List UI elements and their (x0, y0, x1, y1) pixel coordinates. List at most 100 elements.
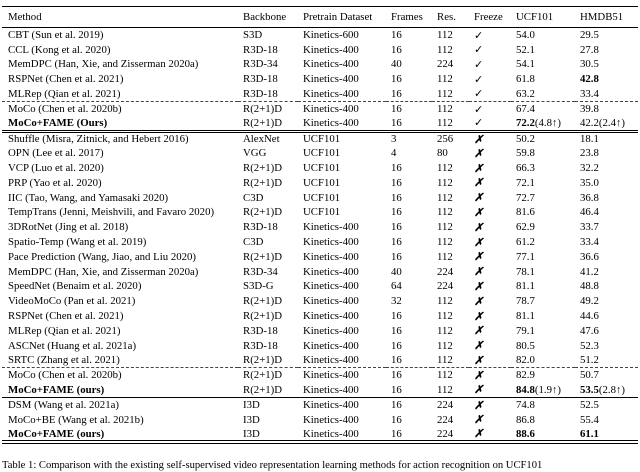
dataset-cell: Kinetics-400 (303, 236, 359, 249)
res-cell: 112 (437, 43, 453, 56)
ucf101-cell: 81.1 (511, 309, 575, 324)
freeze-cell: ✗ (469, 427, 511, 445)
table-row: ASCNet (Huang et al. 2021a) R3D-18 Kinetic… (2, 338, 638, 353)
ucf101-score: 79.1 (516, 324, 535, 337)
table-row: Shuffle (Misra, Zitnick, and Hebert 2016… (2, 131, 638, 146)
dataset-cell: Kinetics-400 (303, 250, 359, 263)
res-cell: 112 (437, 221, 453, 234)
frames-cell: 16 (391, 399, 402, 412)
freeze-cell: ✗ (469, 279, 511, 294)
ucf101-score: 80.5 (516, 339, 535, 352)
ucf101-score: 88.6 (516, 427, 535, 440)
column-header-freeze: Freeze (474, 11, 503, 23)
cross-icon: ✗ (474, 221, 484, 234)
dataset-cell: Kinetics-400 (298, 86, 386, 102)
dataset-cell: Kinetics-600 (303, 29, 359, 42)
frames-cell: 16 (391, 250, 402, 263)
method-cell: ASCNet (Huang et al. 2021a) (8, 339, 137, 352)
hmdb51-score: 61.1 (580, 427, 599, 440)
backbone-cell: R3D-18 (243, 73, 278, 86)
dataset-cell: Kinetics-400 (303, 295, 359, 308)
freeze-cell: ✓ (469, 28, 511, 43)
hmdb51-cell: 42.8 (575, 72, 638, 87)
freeze-cell: ✗ (469, 368, 511, 383)
check-icon: ✓ (474, 29, 484, 42)
hmdb51-cell: 46.4 (575, 205, 638, 220)
hmdb51-score: 52.3 (580, 339, 599, 352)
cross-icon: ✗ (474, 340, 484, 353)
freeze-cell: ✗ (469, 220, 511, 235)
ucf101-score: 82.0 (516, 354, 535, 367)
res-cell: 224 (437, 399, 454, 412)
table-row: RSPNet (Chen et al. 2021) R(2+1)D Kinetics… (2, 309, 638, 324)
res-cell: 224 (437, 58, 454, 71)
hmdb51-cell: 42.2(2.4↑) (575, 116, 638, 133)
cross-icon: ✗ (474, 147, 484, 160)
hmdb51-score: 29.5 (580, 29, 599, 42)
ucf101-cell: 59.8 (511, 146, 575, 161)
ucf101-cell: 86.8 (511, 412, 575, 427)
freeze-cell: ✓ (469, 86, 511, 102)
cross-icon: ✗ (474, 399, 484, 412)
hmdb51-cell: 35.0 (575, 175, 638, 190)
cross-icon: ✗ (474, 236, 484, 249)
dataset-cell: Kinetics-400 (298, 427, 386, 445)
frames-cell: 16 (391, 191, 402, 204)
ucf101-score: 50.2 (516, 133, 535, 146)
ucf101-score: 72.7 (516, 191, 535, 204)
cross-icon: ✗ (474, 133, 484, 146)
table-row: MLRep (Qian et al. 2021) R3D-18 Kinetics-4… (2, 86, 638, 102)
res-cell: 80 (437, 147, 448, 160)
column-header-res: Res. (437, 11, 456, 23)
res-cell: 224 (432, 427, 469, 445)
hmdb51-score: 50.7 (580, 369, 599, 382)
ucf101-cell: 52.1 (511, 42, 575, 57)
res-cell: 112 (437, 103, 453, 116)
table-row: MoCo (Chen et al. 2020b) R(2+1)D Kinetics-… (2, 101, 638, 116)
hmdb51-cell: 44.6 (575, 309, 638, 324)
ucf101-score: 54.0 (516, 29, 535, 42)
cross-icon: ✗ (474, 251, 484, 264)
table-row: Spatio-Temp (Wang et al. 2019) C3D Kinetic… (2, 235, 638, 250)
res-cell: 112 (437, 162, 453, 175)
ucf101-cell: 61.2 (511, 235, 575, 250)
freeze-cell: ✓ (469, 57, 511, 72)
hmdb51-cell: 33.4 (575, 235, 638, 250)
method-cell: MoCo+BE (Wang et al. 2021b) (8, 413, 144, 426)
method-cell: PRP (Yao et al. 2020) (8, 176, 102, 189)
frames-cell: 16 (391, 310, 402, 323)
hmdb51-cell: 33.4 (575, 86, 638, 102)
backbone-cell: R3D-18 (243, 339, 278, 352)
dataset-cell: Kinetics-400 (303, 221, 359, 234)
table-row: SpeedNet (Benaim et al. 2020) S3D-G Kineti… (2, 279, 638, 294)
frames-cell: 16 (391, 206, 402, 219)
table-row: MoCo+BE (Wang et al. 2021b) I3D Kinetics-4… (2, 412, 638, 427)
frames-cell: 16 (391, 221, 402, 234)
dataset-cell: Kinetics-400 (303, 399, 359, 412)
freeze-cell: ✗ (469, 146, 511, 161)
column-header-frames: Frames (391, 11, 423, 23)
dataset-cell: UCF101 (303, 133, 341, 146)
frames-cell: 4 (391, 147, 397, 160)
ucf101-cell: 81.1 (511, 279, 575, 294)
ucf101-cell: 72.2(4.8↑) (511, 116, 575, 133)
ucf101-score: 61.2 (516, 236, 535, 249)
hmdb51-cell: 50.7 (575, 368, 638, 383)
hmdb51-score: 46.4 (580, 206, 599, 219)
frames-cell: 16 (391, 162, 402, 175)
frames-cell: 16 (386, 427, 432, 445)
ucf101-score: 82.9 (516, 369, 535, 382)
dataset-cell: Kinetics-400 (298, 116, 386, 133)
hmdb51-cell: 52.5 (575, 397, 638, 412)
table-row: VideoMoCo (Pan et al. 2021) R(2+1)D Kineti… (2, 294, 638, 309)
hmdb51-score: 36.8 (580, 191, 599, 204)
freeze-cell: ✓ (469, 42, 511, 57)
ucf101-cell: 79.1 (511, 323, 575, 338)
backbone-cell: R(2+1)D (243, 369, 283, 382)
ucf101-score: 84.8 (516, 383, 535, 396)
ucf101-cell: 78.1 (511, 264, 575, 279)
backbone-cell: I3D (243, 413, 260, 426)
method-cell: MLRep (Qian et al. 2021) (2, 86, 238, 102)
dataset-cell: Kinetics-400 (303, 413, 359, 426)
ucf101-cell: 72.1 (511, 175, 575, 190)
